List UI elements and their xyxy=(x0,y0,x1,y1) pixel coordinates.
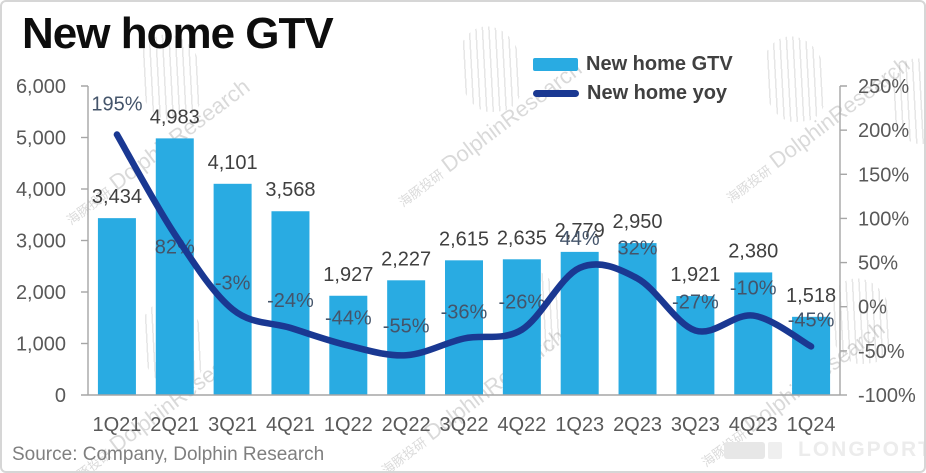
longport-logo-text: LONGPORT xyxy=(798,438,926,461)
gtv-bar xyxy=(213,183,252,395)
left-axis-tick-label: 0 xyxy=(55,385,66,407)
bar-value-label: 1,927 xyxy=(323,264,373,286)
right-axis-tick-label: 250% xyxy=(858,76,909,98)
bar-value-label: 4,101 xyxy=(208,152,258,174)
bar-value-label: 2,227 xyxy=(381,248,431,270)
right-axis-tick-label: 100% xyxy=(858,208,909,230)
x-axis-label: 4Q23 xyxy=(729,414,778,436)
x-axis-label: 2Q22 xyxy=(382,414,431,436)
yoy-value-label: -44% xyxy=(325,308,372,330)
left-axis-tick-label: 3,000 xyxy=(16,231,66,253)
bar-value-label: 3,434 xyxy=(92,186,142,208)
right-axis-tick-label: 150% xyxy=(858,164,909,186)
x-axis-label: 4Q21 xyxy=(266,414,315,436)
gtv-bar xyxy=(618,243,657,395)
gtv-bar xyxy=(734,272,773,395)
bar-value-label: 2,615 xyxy=(439,228,489,250)
gtv-bar xyxy=(97,218,136,395)
left-axis-tick-label: 4,000 xyxy=(16,179,66,201)
chart-title: New home GTV xyxy=(22,9,334,58)
x-axis-label: 1Q23 xyxy=(555,414,604,436)
legend-bar-swatch xyxy=(533,57,578,71)
bar-value-label: 3,568 xyxy=(265,179,315,201)
source-note: Source: Company, Dolphin Research xyxy=(12,444,325,465)
legend-line-swatch xyxy=(533,89,579,97)
left-axis-tick-label: 6,000 xyxy=(16,76,66,98)
yoy-value-label: 44% xyxy=(560,228,600,250)
x-axis-label: 2Q21 xyxy=(150,414,199,436)
yoy-value-label: -24% xyxy=(267,290,314,312)
gtv-bar xyxy=(560,251,599,395)
right-axis-tick-label: 200% xyxy=(858,120,909,142)
yoy-value-label: -26% xyxy=(498,292,545,314)
left-axis-tick-label: 5,000 xyxy=(16,128,66,150)
yoy-value-label: -36% xyxy=(441,301,488,323)
legend-label-yoy: New home yoy xyxy=(587,81,728,104)
x-axis-label: 1Q22 xyxy=(324,414,373,436)
yoy-value-label: -45% xyxy=(788,309,835,331)
bar-value-label: 4,983 xyxy=(150,106,200,128)
gtv-bar xyxy=(155,138,194,396)
bar-value-label: 2,635 xyxy=(497,227,547,249)
x-axis-label: 3Q21 xyxy=(208,414,257,436)
x-axis-label: 1Q24 xyxy=(787,414,836,436)
yoy-value-label: 195% xyxy=(91,94,142,116)
x-axis-label: 1Q21 xyxy=(92,414,141,436)
left-axis-tick-label: 1,000 xyxy=(16,334,66,356)
gtv-bar xyxy=(387,280,426,395)
bar-value-label: 2,380 xyxy=(728,240,778,262)
legend-item-yoy: New home yoy xyxy=(533,81,733,105)
x-axis-label: 3Q23 xyxy=(671,414,720,436)
legend-item-gtv: New home GTV xyxy=(533,52,733,76)
yoy-value-label: -55% xyxy=(383,315,430,337)
bar-value-label: 2,779 xyxy=(555,220,605,242)
longport-logo-icon-small xyxy=(768,441,782,459)
left-axis-tick-label: 2,000 xyxy=(16,282,66,304)
yoy-value-label: -27% xyxy=(672,292,719,314)
longport-logo: LONGPORT xyxy=(724,438,926,462)
legend-label-gtv: New home GTV xyxy=(586,52,733,75)
gtv-bar xyxy=(271,211,310,395)
x-axis-label: 3Q22 xyxy=(440,414,489,436)
right-axis-tick-label: 0% xyxy=(858,297,887,319)
right-axis-tick-label: 50% xyxy=(858,253,898,275)
gtv-bar xyxy=(676,296,715,395)
gtv-bar xyxy=(445,260,483,395)
gtv-bar xyxy=(792,316,831,395)
yoy-value-label: -10% xyxy=(730,278,777,300)
yoy-line xyxy=(113,131,815,359)
yoy-value-label: -3% xyxy=(215,272,251,294)
x-axis-label: 4Q22 xyxy=(497,414,546,436)
right-axis-tick-label: -100% xyxy=(858,385,916,407)
x-axis-label: 2Q23 xyxy=(613,414,662,436)
longport-logo-icon xyxy=(724,441,765,459)
bar-value-label: 1,518 xyxy=(786,285,836,307)
bar-value-label: 2,950 xyxy=(613,211,663,233)
bar-value-label: 1,921 xyxy=(670,264,720,286)
right-axis-tick-label: -50% xyxy=(858,341,905,363)
legend: New home GTV New home yoy xyxy=(533,52,733,110)
yoy-value-label: 32% xyxy=(618,237,658,259)
